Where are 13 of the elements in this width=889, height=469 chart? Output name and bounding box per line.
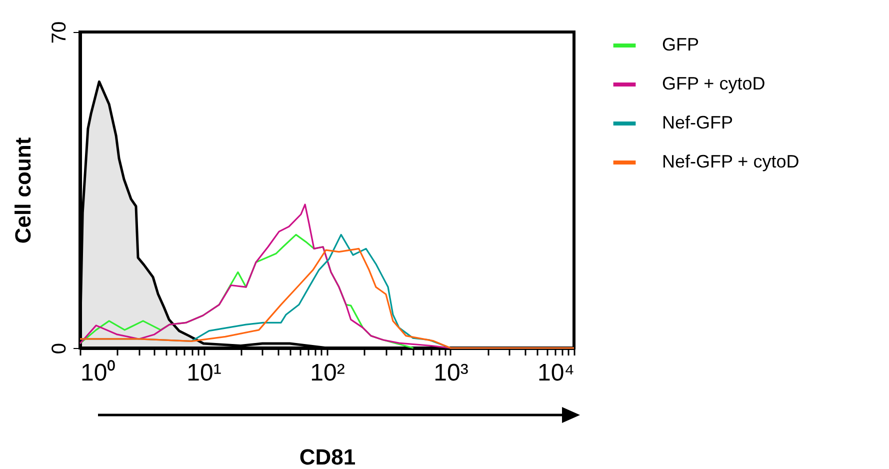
y-tick-label: 70 <box>48 21 70 44</box>
y-axis-title: Cell count <box>10 136 36 244</box>
x-tick-label: 10⁰ <box>80 360 116 386</box>
legend-label: GFP + cytoD <box>662 74 766 94</box>
x-tick-label: 10² <box>310 360 345 386</box>
legend-label: GFP <box>662 34 700 54</box>
x-tick-label: 10³ <box>434 360 468 386</box>
legend-label: Nef-GFP <box>662 112 734 132</box>
y-tick-label: 0 <box>48 342 70 354</box>
x-tick-label: 10⁴ <box>537 360 574 386</box>
x-tick-label: 10¹ <box>186 360 222 386</box>
legend-label: Nef-GFP + cytoD <box>662 152 800 172</box>
x-axis-title: CD81 <box>299 444 356 469</box>
